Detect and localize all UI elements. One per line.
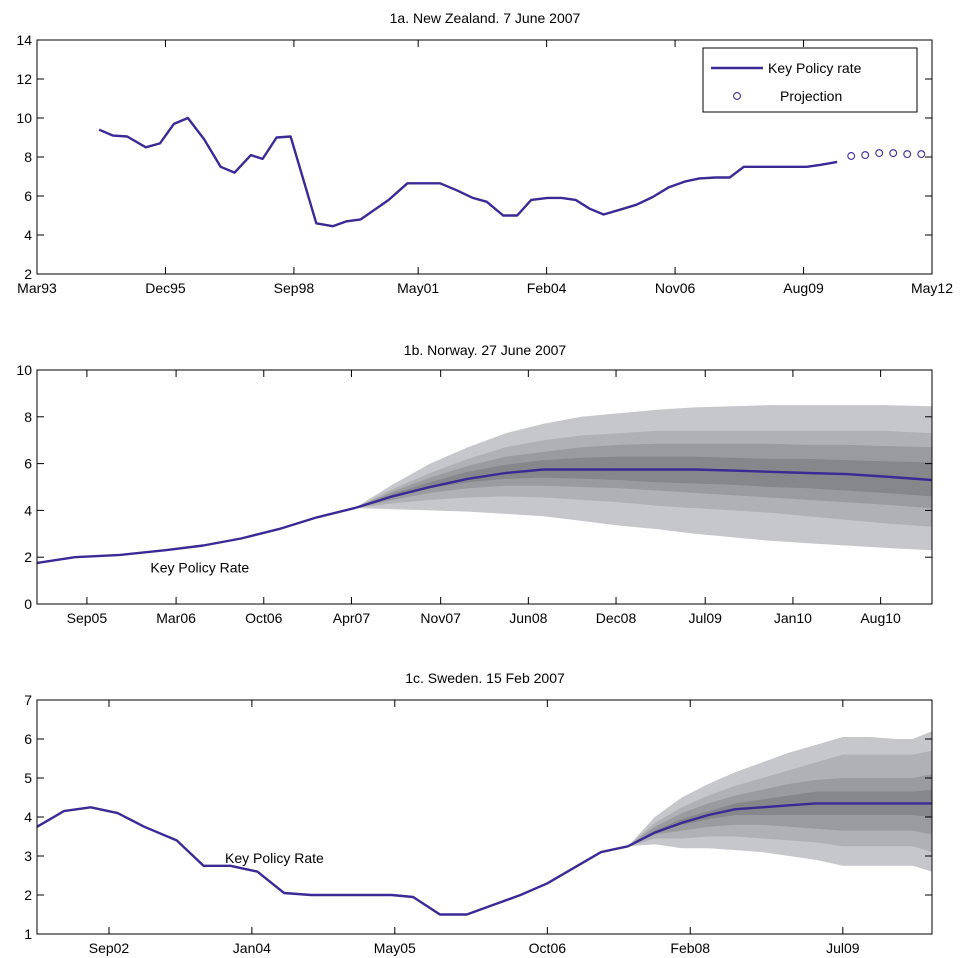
chart-title: 1a. New Zealand. 7 June 2007 (390, 10, 581, 26)
x-tick-label: Jul09 (826, 940, 860, 956)
panel-sweden: 1c. Sweden. 15 Feb 2007 1 2 3 4 5 6 7 Sep02 Jan0… (24, 670, 933, 956)
axes-frame (36, 369, 933, 605)
x-tick-label: Jan10 (774, 610, 812, 626)
x-tick-label: Nov07 (420, 610, 461, 626)
x-tick-label: Jul09 (688, 610, 722, 626)
plot-content (37, 731, 932, 916)
y-tick-label: 8 (24, 409, 32, 425)
panel-new-zealand: 1a. New Zealand. 7 June 2007 2 4 6 8 10 12 14 M… (16, 10, 953, 296)
plot-area: 1 2 3 4 5 6 7 Sep02 Jan04 May05 Oct06 Feb08 Jul09 Key… (24, 692, 933, 956)
chart-title: 1b. Norway. 27 June 2007 (404, 342, 567, 358)
y-tick-label: 2 (24, 549, 32, 565)
y-tick-label: 2 (24, 887, 32, 903)
y-tick-label: 1 (24, 926, 32, 942)
x-tick-label: Feb04 (527, 280, 567, 296)
x-tick-label: Aug09 (783, 280, 824, 296)
x-tick-label: Sep98 (274, 280, 315, 296)
x-tick-label: Apr07 (333, 610, 371, 626)
x-tick-label: Feb08 (670, 940, 710, 956)
y-tick-label: 8 (24, 149, 32, 165)
y-tick-label: 6 (24, 188, 32, 204)
annotation-key-policy-rate: Key Policy Rate (150, 560, 249, 576)
x-tick-label: Jun08 (509, 610, 547, 626)
projection-marker (889, 149, 898, 158)
projection-marker (917, 150, 926, 159)
x-tick-label: Sep02 (89, 940, 130, 956)
legend-label: Key Policy rate (768, 60, 862, 76)
plot-area: 0 2 4 6 8 10 Sep05 Mar06 Oct06 Apr07 Nov07 Jun08 Dec… (16, 362, 933, 626)
legend-marker-swatch (733, 92, 741, 100)
y-tick-label: 2 (24, 266, 32, 282)
projection-marker (903, 150, 912, 159)
x-tick-label: Jan04 (233, 940, 271, 956)
annotation-key-policy-rate: Key Policy Rate (225, 850, 324, 866)
y-tick-label: 3 (24, 848, 32, 864)
x-tick-label: Sep05 (67, 610, 108, 626)
y-tick-label: 10 (16, 362, 32, 378)
x-tick-label: Mar93 (17, 280, 57, 296)
x-tick-label: May12 (911, 280, 953, 296)
y-tick-label: 5 (24, 770, 32, 786)
x-tick-label: Mar06 (156, 610, 196, 626)
legend-label: Projection (780, 88, 842, 104)
y-tick-label: 0 (24, 596, 32, 612)
y-tick-label: 4 (24, 809, 32, 825)
x-tick-label: May01 (397, 280, 439, 296)
y-tick-label: 12 (16, 71, 32, 87)
y-tick-label: 6 (24, 731, 32, 747)
y-tick-label: 6 (24, 456, 32, 472)
chart-title: 1c. Sweden. 15 Feb 2007 (405, 670, 565, 686)
fan-band-inner (354, 456, 932, 509)
legend-box (702, 47, 918, 113)
y-tick-label: 14 (16, 32, 32, 48)
x-tick-label: Dec95 (145, 280, 186, 296)
projection-marker (875, 149, 884, 158)
projection-marker (861, 151, 870, 160)
plot-content (37, 405, 932, 565)
y-tick-label: 7 (24, 692, 32, 708)
series-line-key-policy-rate (98, 116, 838, 228)
x-tick-label: Nov06 (655, 280, 696, 296)
y-tick-label: 10 (16, 110, 32, 126)
y-tick-label: 4 (24, 502, 32, 518)
projection-marker (847, 152, 856, 160)
series-line-key-policy-rate (37, 802, 932, 916)
plot-area: 2 4 6 8 10 12 14 Mar93 Dec95 Sep98 May01 Feb04 Nov06… (16, 32, 953, 296)
x-tick-label: Aug10 (860, 610, 901, 626)
x-tick-label: May05 (374, 940, 416, 956)
x-tick-label: Dec08 (596, 610, 637, 626)
panel-norway: 1b. Norway. 27 June 2007 0 2 4 6 8 10 Sep05 Mar… (16, 342, 933, 626)
x-tick-label: Oct06 (529, 940, 567, 956)
series-line-key-policy-rate (37, 468, 932, 565)
y-tick-label: 4 (24, 227, 32, 243)
x-tick-label: Oct06 (245, 610, 283, 626)
